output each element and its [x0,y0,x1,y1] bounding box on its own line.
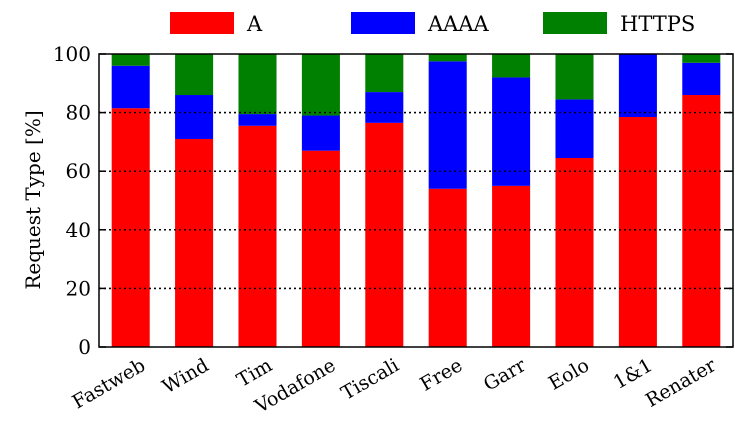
y-tick-label: 40 [66,218,91,242]
bar-https-garr [492,54,531,78]
bar-aaaa-11 [618,54,657,117]
x-tick-label: Tim [233,354,276,391]
grid-lines-overlay [99,111,733,290]
bar-https-tiscali [365,54,404,93]
x-tick-label: Tiscali [338,354,403,404]
bar-https-vodafone [301,54,340,116]
bar-a-tiscali [365,122,404,347]
bar-aaaa-eolo [555,99,594,159]
plot-frame [98,53,734,348]
y-tick-label: 60 [66,159,91,183]
bar-a-vodafone [301,150,340,347]
bar-aaaa-tim [238,114,277,126]
bar-a-renater [682,95,721,348]
legend-label-a: A [246,12,263,36]
legend-swatch-https [543,12,607,34]
bar-a-tim [238,125,277,347]
x-tick-label: Renater [642,354,721,412]
bar-aaaa-wind [175,95,214,139]
bar-https-renater [682,54,721,63]
bar-https-eolo [555,54,594,100]
bar-aaaa-renater [682,62,721,96]
y-tick-label: 0 [78,335,91,359]
x-tick-label: Garr [480,354,530,396]
bar-aaaa-tiscali [365,92,404,123]
legend-swatch-aaaa [351,12,415,34]
x-tick-label: Free [416,354,466,395]
y-axis-label: Request Type [%] [21,110,45,289]
x-tick-label: Eolo [545,354,593,394]
bar-https-tim [238,54,277,115]
legend-label-https: HTTPS [620,12,695,36]
bar-https-fastweb [111,54,150,66]
y-tick-label: 100 [53,42,91,66]
legend-label-aaaa: AAAA [427,12,489,36]
bar-a-eolo [555,158,594,347]
y-tick-labels: 0 20 40 60 80 100 [53,42,91,359]
bar-https-free [428,54,467,62]
y-tick-label: 80 [66,101,91,125]
bar-a-fastweb [111,108,150,347]
bar-a-free [428,188,467,347]
legend-swatch-a [170,12,234,34]
bar-https-wind [175,54,214,96]
bars [99,54,733,348]
x-tick-label: Fastweb [69,354,150,413]
bar-aaaa-garr [492,77,531,186]
axes [98,53,734,348]
bar-aaaa-free [428,61,467,189]
bar-aaaa-vodafone [301,115,340,151]
bar-a-11 [618,116,657,348]
bar-a-wind [175,138,214,347]
bar-a-garr [492,185,531,347]
bar-aaaa-fastweb [111,65,150,109]
y-tick-label: 20 [66,276,91,300]
x-tick-label: Wind [159,354,213,398]
legend: A AAAA HTTPS [170,12,695,36]
